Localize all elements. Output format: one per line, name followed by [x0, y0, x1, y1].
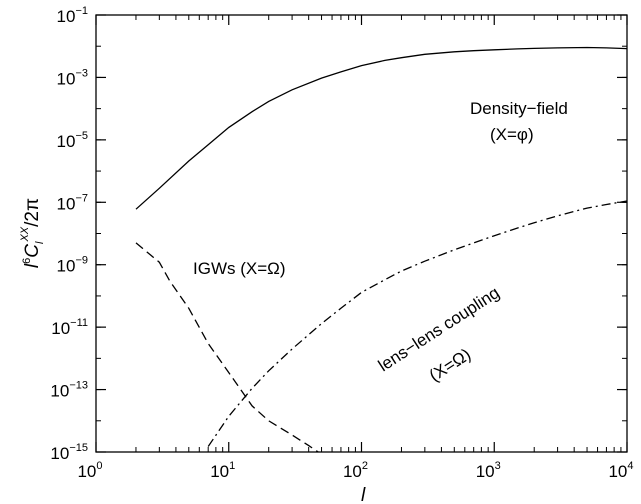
series-layer [135, 46, 627, 452]
plot-frame [95, 14, 628, 453]
y-label-sub: l [34, 241, 46, 244]
x-tick-label: 103 [476, 460, 501, 481]
series-line-density-field [135, 46, 627, 210]
y-tick-label: 10−15 [50, 442, 88, 463]
y-label-base: l [22, 263, 43, 268]
y-label-sup2: XX [19, 226, 31, 242]
annotation-lens-lens-x: (X=Ω) [426, 345, 474, 386]
y-tick-label: 10−13 [50, 380, 88, 401]
y-tick-labels: 10−15 10−13 10−11 10−9 10−7 10−5 10−3 10−1 [50, 5, 88, 463]
y-label-tail: /2π [22, 198, 43, 227]
y-tick-label: 10−7 [57, 192, 88, 213]
annotation-density-field-x: (X=φ) [490, 125, 534, 144]
annotation-igws: IGWs (X=Ω) [193, 259, 286, 278]
y-axis-label: l6ClXX/2π [19, 198, 46, 268]
y-tick-label: 10−9 [57, 255, 88, 276]
major-ticks [95, 14, 628, 453]
y-label-sup1: 6 [21, 258, 33, 264]
minor-ticks [96, 14, 627, 453]
x-tick-label: 101 [210, 460, 235, 481]
x-tick-label: 102 [343, 460, 368, 481]
annotation-density-field: Density−field [470, 99, 568, 118]
x-tick-labels: 100 101 102 103 104 [77, 460, 633, 481]
y-tick-label: 10−1 [57, 5, 88, 26]
series-line-igws [135, 242, 320, 452]
x-axis-label: l [361, 485, 366, 504]
x-tick-label: 104 [608, 460, 633, 481]
y-label-c: C [22, 244, 43, 258]
x-tick-label: 100 [77, 460, 102, 481]
series-line-lens-lens [207, 200, 627, 447]
y-tick-label: 10−3 [57, 67, 88, 88]
y-tick-label: 10−5 [57, 130, 88, 151]
y-tick-label: 10−11 [51, 317, 88, 338]
